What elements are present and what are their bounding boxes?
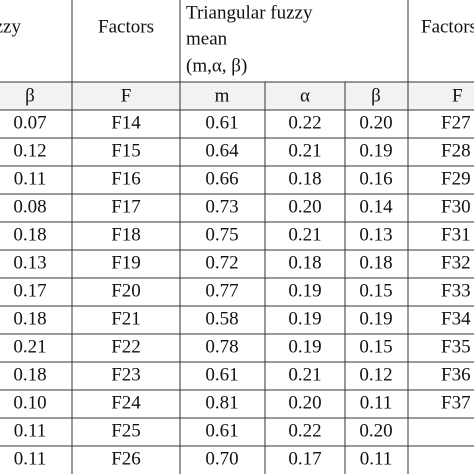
table-cell: 0.75 xyxy=(205,224,238,245)
table-cell: 0.66 xyxy=(205,168,238,189)
table-cell: 0.13 xyxy=(13,252,46,273)
table-cell: 0.19 xyxy=(288,336,321,357)
table-cell: F35 xyxy=(441,336,471,357)
table-cell: 0.11 xyxy=(14,448,47,469)
subheader-background xyxy=(0,82,474,110)
table-cell: 0.17 xyxy=(288,448,321,469)
table-cell: 0.72 xyxy=(205,252,238,273)
table-cell: F26 xyxy=(111,448,141,469)
table-cell: 0.21 xyxy=(288,224,321,245)
table-cell: 0.12 xyxy=(359,364,392,385)
table-cell: 0.22 xyxy=(288,420,321,441)
subheader-cell: F xyxy=(121,85,132,106)
table-cell: 0.14 xyxy=(359,196,393,217)
table-cell: 0.18 xyxy=(13,224,46,245)
subheader-cell: F xyxy=(452,85,463,106)
table-cell: F34 xyxy=(441,308,471,329)
table-cell: 0.58 xyxy=(205,308,238,329)
table-cell: 0.19 xyxy=(288,308,321,329)
header-cell: Factors xyxy=(98,16,154,37)
table-cell: F20 xyxy=(111,280,141,301)
table-cell: 0.11 xyxy=(14,168,47,189)
table-cell: 0.20 xyxy=(359,420,392,441)
table-cell: 0.11 xyxy=(360,448,393,469)
table-cell: 0.10 xyxy=(13,392,46,413)
table-cell: F30 xyxy=(441,196,471,217)
table-cell: F14 xyxy=(111,112,141,133)
subheader-cell: β xyxy=(371,85,381,106)
header-cell: (m,α, β) xyxy=(186,55,247,76)
subheader-cell: m xyxy=(215,85,230,106)
table-cell: 0.17 xyxy=(13,280,46,301)
table-cell: 0.21 xyxy=(288,364,321,385)
table-cell: 0.11 xyxy=(360,392,393,413)
table-cell: 0.21 xyxy=(288,140,321,161)
table-cell: F18 xyxy=(111,224,141,245)
table-cell: 0.73 xyxy=(205,196,238,217)
table-cell: F21 xyxy=(111,308,141,329)
table-cell: F25 xyxy=(111,420,141,441)
table-cell: 0.61 xyxy=(205,112,238,133)
table-cell: 0.15 xyxy=(359,280,392,301)
table-cell: F33 xyxy=(441,280,471,301)
table-cell: 0.19 xyxy=(359,308,392,329)
table-cell: F31 xyxy=(441,224,471,245)
header-cell: mean xyxy=(186,28,228,49)
table-cell: 0.08 xyxy=(13,196,46,217)
table-cell: 0.77 xyxy=(205,280,238,301)
table-cell: F27 xyxy=(441,112,471,133)
table-cell: 0.61 xyxy=(205,420,238,441)
table-cell: 0.16 xyxy=(359,168,392,189)
table-cell: 0.18 xyxy=(288,168,321,189)
table-cell: 0.07 xyxy=(13,112,46,133)
subheader-cell: α xyxy=(300,85,310,106)
table-cell: F17 xyxy=(111,196,141,217)
table-cell: F19 xyxy=(111,252,141,273)
table-cell: 0.21 xyxy=(13,336,46,357)
table-cell: 0.70 xyxy=(205,448,238,469)
table-cell: F32 xyxy=(441,252,471,273)
table-cell: 0.13 xyxy=(359,224,392,245)
table-cell: F37 xyxy=(441,392,471,413)
table-cell: 0.20 xyxy=(288,196,321,217)
header-cell: Factors xyxy=(421,16,474,37)
header-cell: Triangular fuzzy xyxy=(186,2,313,23)
table-cell: F28 xyxy=(441,140,471,161)
table-cell: 0.20 xyxy=(359,112,392,133)
table-cell: 0.22 xyxy=(288,112,321,133)
table-cell: 0.12 xyxy=(13,140,46,161)
table-cell: F15 xyxy=(111,140,141,161)
table-cell: 0.61 xyxy=(205,364,238,385)
table-cell: 0.18 xyxy=(13,364,46,385)
table-cell: 0.19 xyxy=(359,140,392,161)
table-cell: 0.20 xyxy=(288,392,321,413)
table-cell: F36 xyxy=(441,364,471,385)
table-cell: F29 xyxy=(441,168,471,189)
table-cell: 0.18 xyxy=(359,252,392,273)
table-cell: F16 xyxy=(111,168,141,189)
table-cell: F23 xyxy=(111,364,141,385)
table-cell: F22 xyxy=(111,336,141,357)
subheader-cell: β xyxy=(25,85,35,106)
header-cell: fuzzy xyxy=(0,16,21,37)
table-cell: 0.18 xyxy=(13,308,46,329)
table-cell: 0.18 xyxy=(288,252,321,273)
table-cell: 0.64 xyxy=(205,140,239,161)
table-cell: 0.11 xyxy=(14,420,47,441)
table-cell: F24 xyxy=(111,392,141,413)
table-cell: 0.15 xyxy=(359,336,392,357)
table-cell: 0.78 xyxy=(205,336,238,357)
table-cell: 0.19 xyxy=(288,280,321,301)
table-cell: 0.81 xyxy=(205,392,238,413)
